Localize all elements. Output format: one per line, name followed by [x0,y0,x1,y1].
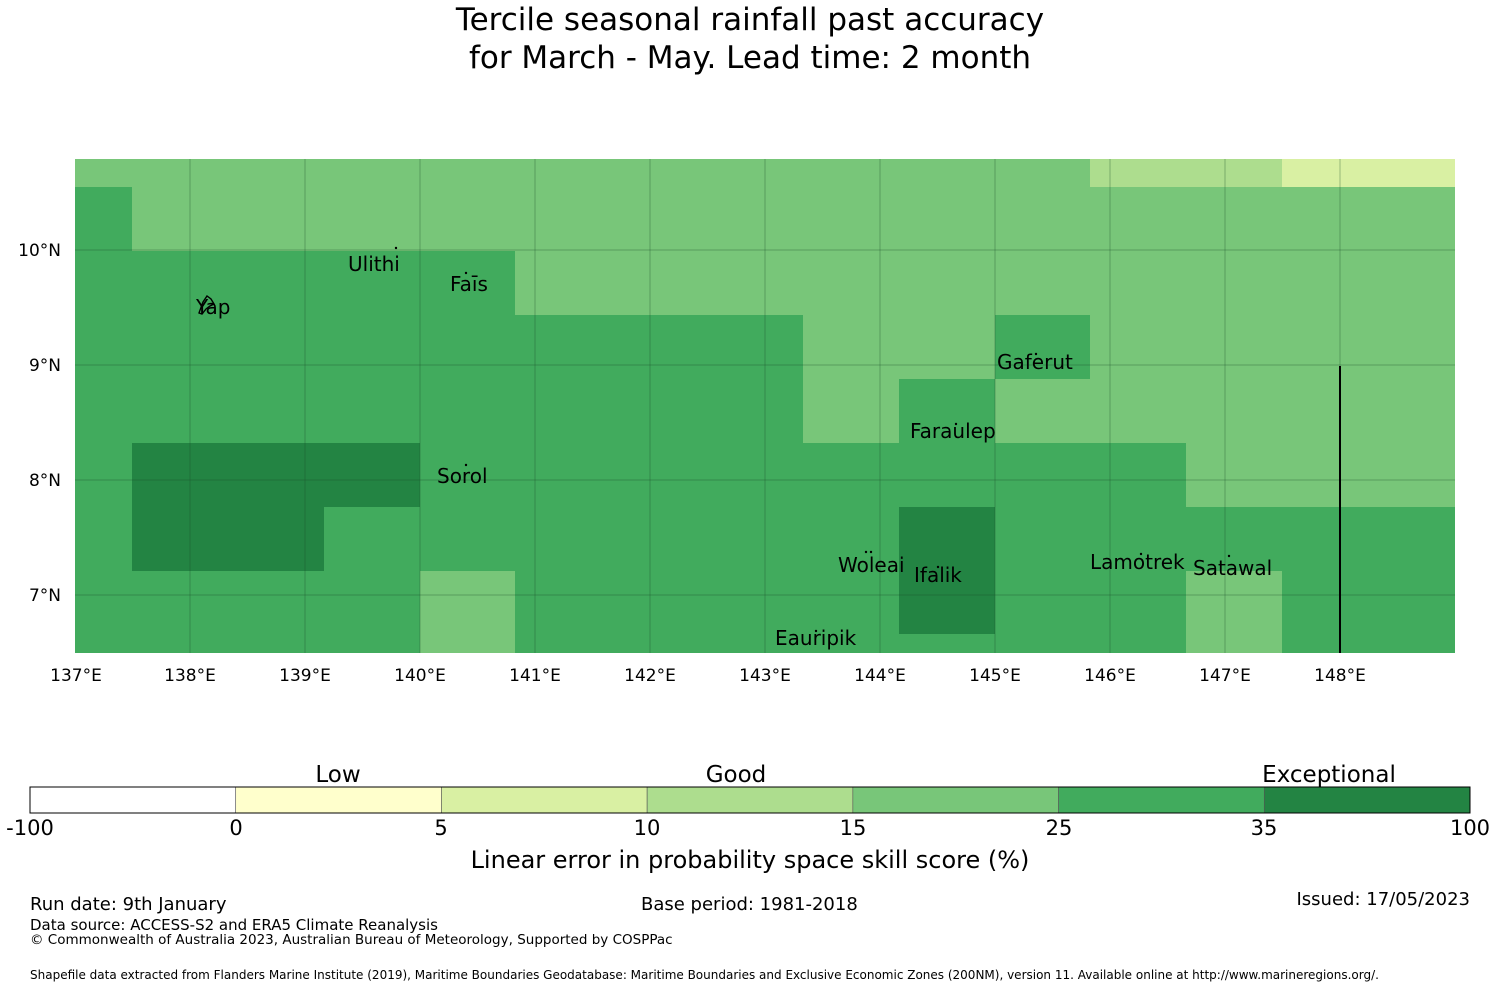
colorbar-axis-label: Linear error in probability space skill … [471,846,1030,874]
lon-tick-label: 147°E [1199,666,1251,686]
shapefile-credit: Shapefile data extracted from Flanders M… [30,968,1379,982]
place-label-lamotrek: Lamotrek [1090,550,1185,574]
chart-title-line-2: for March - May. Lead time: 2 month [468,40,1032,76]
colorbar-legend: Low Good Exceptional -100 0 5 10 15 25 3… [6,762,1490,874]
colorbar-swatch [29,786,237,814]
lon-tick-label: 139°E [279,666,331,686]
grid-cell [75,159,1090,187]
grid-cell [803,379,899,443]
data-source: Data source: ACCESS-S2 and ERA5 Climate … [30,916,438,934]
grid-cell [132,187,1455,251]
lon-tick-label: 146°E [1084,666,1136,686]
legend-category-low: Low [315,762,360,788]
grid-cell [420,571,515,653]
colorbar-tick-label: 5 [434,816,447,840]
lon-tick-label: 140°E [394,666,446,686]
colorbar-swatch [235,786,442,814]
place-label-yap: Yap [195,295,230,319]
lat-tick-label: 8°N [29,471,61,491]
island-dot [1227,554,1231,558]
colorbar-tick-label: 100 [1450,816,1490,840]
island-dot [464,463,468,467]
yap-island-shape [198,294,215,315]
colorbar-swatches [29,786,1471,814]
colorbar-swatch [1058,786,1265,814]
lat-tick-label: 7°N [29,586,61,606]
lon-tick-label: 137°E [50,666,102,686]
place-label-ulithi: Ulithi [348,252,400,276]
island-dot [954,422,958,426]
grid-cell [1186,571,1282,653]
island-dot [814,629,818,633]
place-label-sorol: Sorol [437,464,488,488]
island-dot [394,246,398,250]
grid-cell [1282,159,1455,187]
lon-tick-label: 144°E [854,666,906,686]
island-dot [864,550,868,554]
colorbar-swatch [646,786,854,814]
lat-tick-label: 9°N [29,356,61,376]
lon-tick-label: 143°E [739,666,791,686]
island-markers [198,246,1231,633]
lon-tick-label: 142°E [624,666,676,686]
skill-grid [75,159,1455,653]
island-dot [869,550,873,554]
grid-cell [515,251,1455,315]
map-gridlines [75,159,1455,653]
issued-date: Issued: 17/05/2023 [1296,889,1470,910]
colorbar-outline [29,786,1471,814]
chart-title-line-1: Tercile seasonal rainfall past accuracy [455,2,1045,38]
lon-tick-label: 148°E [1314,666,1366,686]
colorbar-tick-label: 0 [229,816,242,840]
grid-cell [1186,443,1455,507]
island-dot [464,271,468,275]
run-date: Run date: 9th January [30,894,227,915]
island-dot [1139,552,1143,556]
colorbar-tick-label: 10 [634,816,661,840]
grid-cell [1090,159,1282,187]
lat-tick-label: 10°N [18,241,61,261]
grid-cell [899,507,995,634]
place-label-gaferut: Gaferut [997,350,1073,374]
lon-tick-label: 141°E [509,666,561,686]
island-dot [936,565,940,569]
island-dot [1034,352,1038,356]
colorbar-tick-label: 35 [1251,816,1278,840]
base-period: Base period: 1981-2018 [641,894,858,915]
grid-cell [995,379,1455,443]
colorbar-swatch [852,786,1059,814]
colorbar-tick-label: 15 [840,816,867,840]
place-label-faraulep: Faraulep [910,419,996,443]
grid-cell [132,507,324,571]
grid-cell [132,443,420,507]
lon-tick-label: 145°E [969,666,1021,686]
legend-category-good: Good [706,762,767,788]
grid-cell [1090,315,1455,379]
colorbar-swatch [1263,786,1471,814]
lon-tick-label: 138°E [164,666,216,686]
legend-category-exceptional: Exceptional [1262,762,1396,788]
colorbar-tick-label: -100 [6,816,54,840]
place-label-satawal: Satawal [1193,556,1272,580]
colorbar-swatch [441,786,648,814]
grid-cell [803,315,995,379]
place-label-eauripik: Eauripik [775,626,857,650]
colorbar-tick-label: 25 [1046,816,1073,840]
place-label-woleai: Woleai [838,553,905,577]
place-label-ifalik: Ifalik [914,563,962,587]
place-label-fais: Faīs [450,272,488,296]
copyright-notice: © Commonwealth of Australia 2023, Austra… [30,932,673,948]
